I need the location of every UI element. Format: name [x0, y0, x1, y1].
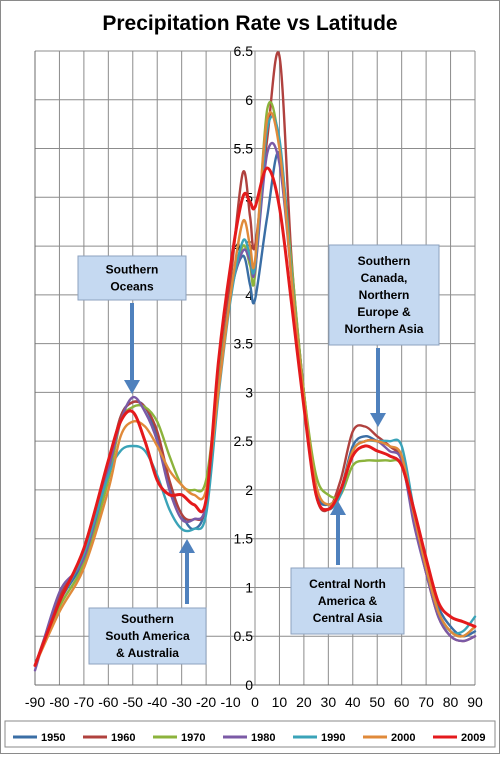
legend-label: 1990 — [321, 732, 345, 744]
annotation-text-line: Northern Asia — [345, 322, 424, 336]
x-tick-label: 90 — [467, 694, 483, 710]
annotation-text-line: Northern — [359, 288, 410, 302]
y-tick-label: 2.5 — [234, 433, 254, 449]
series-line-1980 — [33, 141, 477, 672]
x-tick-label: 40 — [345, 694, 361, 710]
annotation-text-line: Southern — [358, 254, 411, 268]
annotation-text-line: South America — [105, 629, 190, 643]
annotation-box — [88, 607, 207, 665]
y-tick-label: 2 — [245, 482, 253, 498]
legend-label: 1960 — [111, 732, 135, 744]
y-tick-label: 3.5 — [234, 336, 254, 352]
annotation-text-line: Canada, — [361, 271, 408, 285]
x-tick-label: 30 — [321, 694, 337, 710]
legend-label: 1980 — [251, 732, 275, 744]
annotation-box — [328, 244, 440, 346]
series-line-2009 — [33, 166, 477, 667]
legend-item-1950: 1950 — [13, 732, 65, 744]
legend-item-2009: 2009 — [433, 732, 485, 744]
annotation-text-line: Southern — [121, 612, 174, 626]
x-tick-label: -10 — [220, 694, 240, 710]
legend: 1950 1960 1970 1980 1990 2000 2009 — [4, 720, 496, 748]
legend-item-1990: 1990 — [293, 732, 345, 744]
annotation-arrow-head — [370, 413, 386, 427]
annotation-southern-oceans: Southern Oceans — [77, 255, 187, 394]
annotation-central-north-america: Central North America & Central Asia — [290, 501, 405, 635]
series-line-1990 — [33, 115, 477, 667]
legend-label: 1970 — [181, 732, 205, 744]
annotation-southern-south-america: Southern South America & Australia — [88, 539, 207, 665]
y-tick-label: 5.5 — [234, 141, 254, 157]
chart-title: Precipitation Rate vs Latitude — [102, 12, 397, 35]
legend-box — [4, 720, 496, 748]
x-tick-label: -50 — [123, 694, 143, 710]
legend-label: 2009 — [461, 732, 485, 744]
x-tick-label: 80 — [443, 694, 459, 710]
x-tick-label: 10 — [272, 694, 288, 710]
annotation-text-line: Europe & — [357, 305, 411, 319]
annotation-text-line: Central North — [309, 577, 386, 591]
legend-item-1980: 1980 — [223, 732, 275, 744]
annotation-text-line: America & — [318, 594, 378, 608]
x-tick-label: -70 — [74, 694, 94, 710]
annotation-southern-canada: Southern Canada, Northern Europe & Northern … — [328, 244, 440, 427]
annotation-arrow-head — [330, 501, 346, 515]
x-tick-label: -90 — [25, 694, 45, 710]
annotation-text-line: Southern — [106, 263, 159, 277]
x-tick-label: -80 — [49, 694, 69, 710]
annotation-box — [77, 255, 187, 301]
y-tick-label: 6.5 — [234, 43, 254, 59]
x-tick-label: 0 — [251, 694, 259, 710]
legend-label: 2000 — [391, 732, 415, 744]
legend-item-1970: 1970 — [153, 732, 205, 744]
y-tick-label: 3 — [245, 384, 253, 400]
legend-item-1960: 1960 — [83, 732, 135, 744]
y-tick-label: 1.5 — [234, 531, 254, 547]
legend-label: 1950 — [41, 732, 65, 744]
x-tick-label: 60 — [394, 694, 410, 710]
y-tick-label: 1 — [245, 579, 253, 595]
x-tick-label: -40 — [147, 694, 167, 710]
y-tick-label: 4 — [245, 287, 253, 303]
x-tick-label: -60 — [98, 694, 118, 710]
y-tick-label: 0 — [245, 677, 253, 693]
annotation-layer: Southern Oceans Southern South America & Aus… — [77, 244, 440, 665]
legend-item-2000: 2000 — [363, 732, 415, 744]
annotation-text-line: Oceans — [110, 280, 154, 294]
x-tick-label: -20 — [196, 694, 216, 710]
annotation-text-line: & Australia — [116, 646, 179, 660]
annotation-arrow-head — [179, 539, 195, 553]
annotation-box — [290, 567, 405, 635]
annotation-arrow-head — [124, 380, 140, 394]
x-tick-label: 50 — [369, 694, 385, 710]
y-tick-label: 0.5 — [234, 628, 254, 644]
annotation-text-line: Central Asia — [313, 611, 383, 625]
x-tick-label: 20 — [296, 694, 312, 710]
x-tick-label: 70 — [418, 694, 434, 710]
series-line-2000 — [33, 111, 477, 667]
x-tick-label: -30 — [172, 694, 192, 710]
y-tick-label: 6 — [245, 92, 253, 108]
